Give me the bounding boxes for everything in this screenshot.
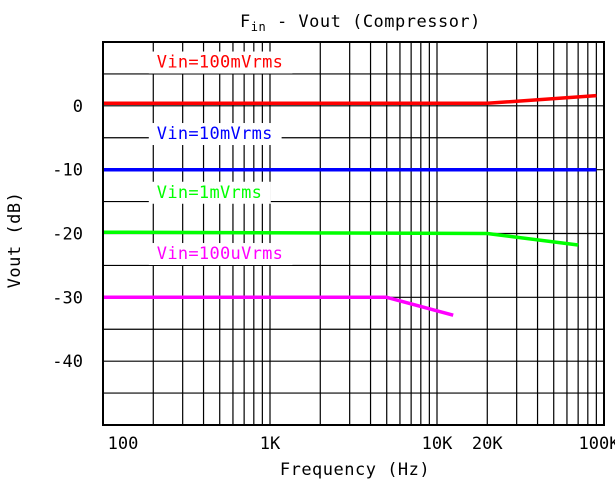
series-line-3 <box>102 230 579 247</box>
series-labels: Vin=100mVrms Vin=10mVrms Vin=1mVrms Vin=100… <box>148 51 293 266</box>
plot-frame <box>102 41 605 426</box>
chart-title-sub: in <box>251 20 266 34</box>
series-label-4: Vin=100uVrms <box>157 244 283 264</box>
series-label-1: Vin=100mVrms <box>157 53 283 73</box>
y-tick-labels: 0 -10 -20 -30 -40 <box>52 97 83 372</box>
series-label-background <box>148 51 293 74</box>
x-axis-label: Frequency (Hz) <box>280 460 430 480</box>
series-label-background <box>148 243 293 266</box>
y-tick-label: 0 <box>73 97 83 117</box>
series-label-background <box>148 123 282 146</box>
x-tick-label: 100 <box>108 434 139 454</box>
y-tick-label: -30 <box>52 288 83 308</box>
x-tick-label: 10K <box>422 434 453 454</box>
series-label-background <box>148 181 271 204</box>
x-tick-labels: 100 1K 10K 20K 100K <box>108 434 615 454</box>
series-lines <box>102 93 597 317</box>
y-tick-label: -20 <box>52 225 83 245</box>
x-tick-label: 20K <box>472 434 503 454</box>
series-line-4 <box>103 295 454 317</box>
y-axis-label: Vout (dB) <box>5 192 25 289</box>
y-tick-label: -10 <box>52 161 83 181</box>
y-tick-label: -40 <box>52 352 83 372</box>
x-tick-label: 1K <box>260 434 281 454</box>
series-label-3: Vin=1mVrms <box>157 183 262 203</box>
x-tick-label: 100K <box>579 434 615 454</box>
chart-title-rest: - Vout (Compressor) <box>266 12 481 32</box>
series-label-2: Vin=10mVrms <box>157 124 273 144</box>
chart-title: Fin - Vout (Compressor) <box>240 12 481 34</box>
series-line-1 <box>103 93 597 106</box>
chart-title-main: F <box>240 12 251 32</box>
